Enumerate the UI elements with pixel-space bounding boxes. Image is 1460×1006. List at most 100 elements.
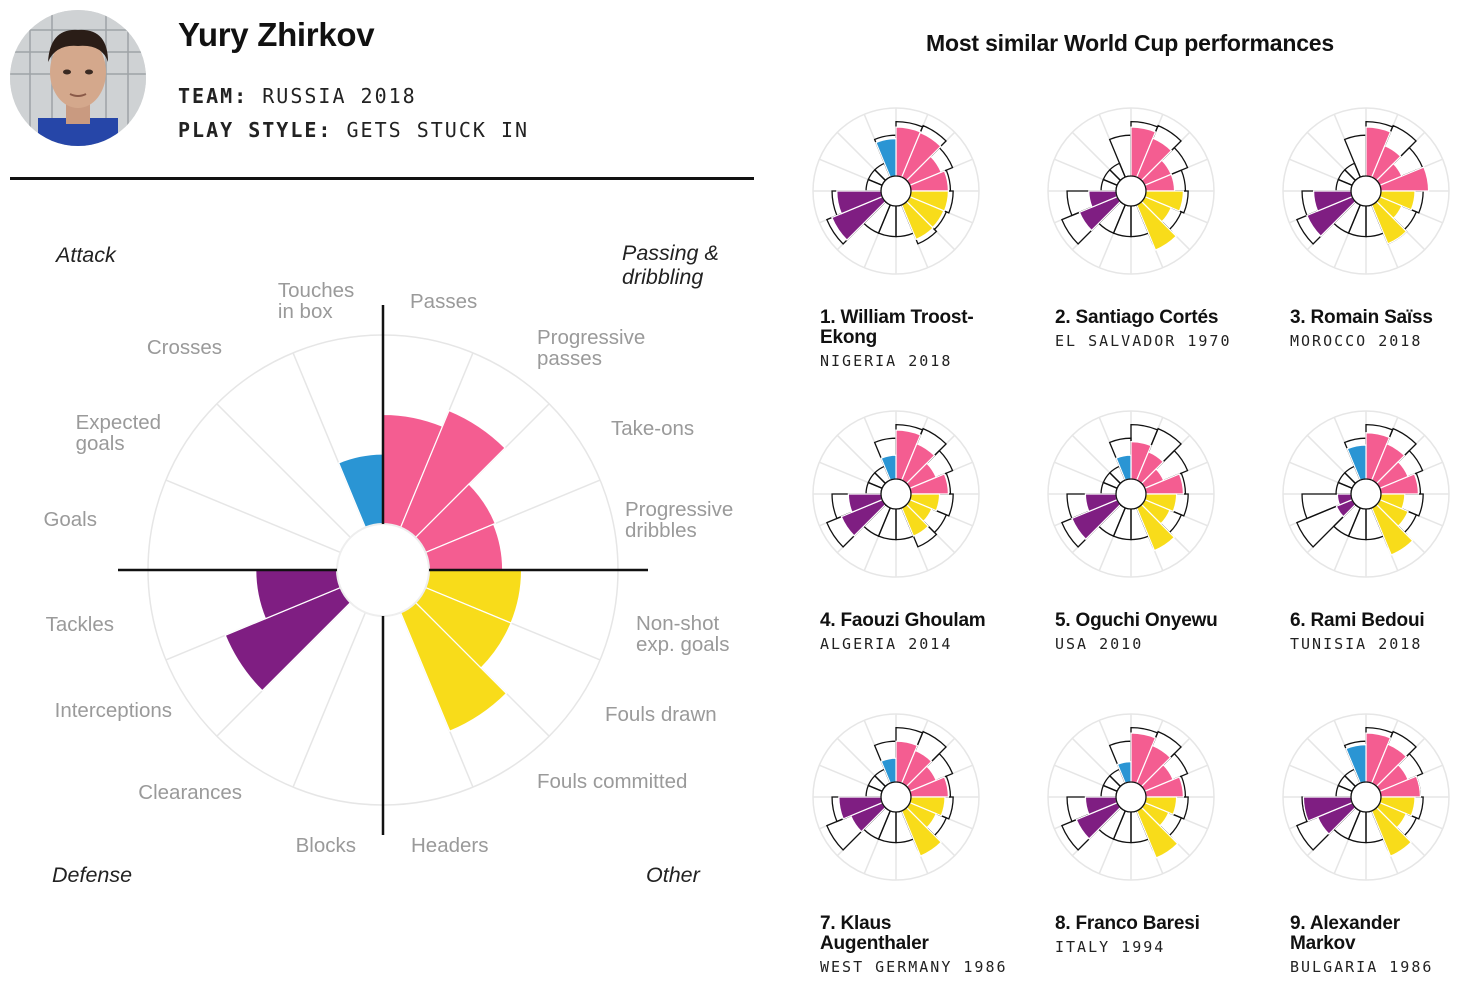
similar-player-team: BULGARIA 1986 [1290, 958, 1434, 976]
similar-player-card: 7. Klaus Augenthaler WEST GERMANY 1986 [800, 706, 1030, 1006]
inner-hole [1350, 781, 1382, 813]
similar-player-team: ALGERIA 2014 [820, 635, 953, 653]
category-label-line: Clearances [138, 781, 242, 804]
category-label-line: Goals [43, 508, 97, 531]
category-label: Blocks [296, 834, 356, 857]
player-photo [10, 10, 146, 146]
similar-player-name: 6. Rami Bedoui [1290, 610, 1425, 631]
category-label-line: in box [278, 300, 333, 323]
similar-player-team: TUNISIA 2018 [1290, 635, 1423, 653]
similar-player-card: 1. William Troost- Ekong NIGERIA 2018 [800, 100, 1030, 400]
similar-player-name: 5. Oguchi Onyewu [1055, 610, 1218, 631]
category-label-line: Take-ons [611, 417, 694, 440]
similar-player-name: 7. Klaus Augenthaler [820, 913, 929, 954]
category-label: Clearances [138, 781, 242, 804]
similar-player-name: 9. Alexander Markov [1290, 913, 1400, 954]
header-divider [10, 177, 754, 180]
quadrant-label-line: Passing & [622, 241, 719, 265]
quadrant-label: Defense [52, 863, 132, 887]
quadrant-label: Other [646, 863, 701, 887]
radial-spoke [165, 479, 341, 554]
player-name: Yury Zhirkov [178, 16, 375, 53]
radial-spoke [216, 403, 352, 539]
similar-player-card: 3. Romain Saïss MOROCCO 2018 [1270, 100, 1460, 400]
category-label-line: Interceptions [55, 699, 172, 722]
similar-player-team: EL SALVADOR 1970 [1055, 332, 1232, 350]
player-team: TEAM: RUSSIA 2018 [178, 84, 417, 108]
category-label-line: Touches [278, 279, 354, 302]
category-label: Interceptions [55, 699, 172, 722]
player-style: PLAY STYLE: GETS STUCK IN [178, 118, 529, 142]
category-label-line: passes [537, 347, 602, 370]
similar-player-name: 2. Santiago Cortés [1055, 307, 1219, 328]
similar-player-team: WEST GERMANY 1986 [820, 958, 1008, 976]
category-label-line: Passes [410, 290, 477, 313]
style-value: GETS STUCK IN [346, 118, 530, 142]
quadrant-label-line: Attack [54, 243, 117, 267]
player-avatar [10, 10, 146, 146]
similar-polar-chart [812, 713, 980, 881]
similar-polar-chart [812, 107, 980, 275]
similar-player-name: 3. Romain Saïss [1290, 307, 1433, 328]
similar-player-card: 4. Faouzi Ghoulam ALGERIA 2014 [800, 403, 1030, 703]
team-label: TEAM: [178, 84, 249, 108]
player-header: Yury Zhirkov TEAM: RUSSIA 2018 PLAY STYL… [0, 0, 760, 185]
category-label: Crosses [147, 336, 222, 359]
quadrant-label-line: dribbling [622, 265, 703, 289]
category-label-line: goals [76, 432, 125, 455]
category-label: Touches in box [278, 279, 354, 323]
similar-polar-chart [1047, 107, 1215, 275]
category-label: Goals [43, 508, 97, 531]
category-label: Tackles [46, 613, 114, 636]
category-label-line: Non-shot [636, 612, 719, 635]
team-value: RUSSIA 2018 [262, 84, 417, 108]
category-label-line: Tackles [46, 613, 114, 636]
category-label: Fouls committed [537, 770, 687, 793]
category-label-line: exp. goals [636, 633, 729, 656]
quadrant-label: Passing & dribbling [622, 241, 719, 289]
inner-hole [1350, 175, 1382, 207]
category-label: Expected goals [76, 411, 161, 455]
inner-hole [1115, 478, 1147, 510]
category-label: Fouls drawn [605, 703, 717, 726]
similar-player-team: NIGERIA 2018 [820, 352, 953, 370]
category-label-line: Fouls committed [537, 770, 687, 793]
similar-player-team: USA 2010 [1055, 635, 1144, 653]
category-label-line: dribbles [625, 519, 697, 542]
similar-player-card: 9. Alexander Markov BULGARIA 1986 [1270, 706, 1460, 1006]
radial-spoke [292, 612, 367, 788]
category-label-line: Headers [411, 834, 489, 857]
quadrant-label-line: Defense [52, 863, 132, 887]
similar-player-card: 2. Santiago Cortés EL SALVADOR 1970 [1035, 100, 1265, 400]
similar-player-team: ITALY 1994 [1055, 938, 1166, 956]
category-label-line: Progressive [537, 326, 645, 349]
quadrant-label-line: Other [646, 863, 701, 887]
inner-hole [1115, 781, 1147, 813]
category-label: Non-shot exp. goals [636, 612, 729, 656]
category-label-line: Crosses [147, 336, 222, 359]
similar-player-card: 8. Franco Baresi ITALY 1994 [1035, 706, 1265, 1006]
similar-player-name: 1. William Troost- Ekong [820, 307, 974, 348]
similar-player-name: 4. Faouzi Ghoulam [820, 610, 986, 631]
style-label: PLAY STYLE: [178, 118, 333, 142]
similar-player-card: 6. Rami Bedoui TUNISIA 2018 [1270, 403, 1460, 703]
category-label: Progressive passes [537, 326, 645, 370]
inner-hole [880, 781, 912, 813]
inner-hole [1115, 175, 1147, 207]
category-label: Headers [411, 834, 489, 857]
similar-title: Most similar World Cup performances [926, 30, 1334, 56]
similar-polar-chart [1047, 410, 1215, 578]
similar-player-team: MOROCCO 2018 [1290, 332, 1423, 350]
similar-polar-chart [1047, 713, 1215, 881]
category-label-line: Expected [76, 411, 161, 434]
inner-hole [1350, 478, 1382, 510]
similar-polar-chart [1282, 107, 1450, 275]
category-label-line: Progressive [625, 498, 733, 521]
similar-polar-chart [1282, 410, 1450, 578]
inner-hole [880, 478, 912, 510]
quadrant-label: Attack [54, 243, 117, 267]
inner-hole [880, 175, 912, 207]
category-label-line: Blocks [296, 834, 356, 857]
similar-player-card: 5. Oguchi Onyewu USA 2010 [1035, 403, 1265, 703]
